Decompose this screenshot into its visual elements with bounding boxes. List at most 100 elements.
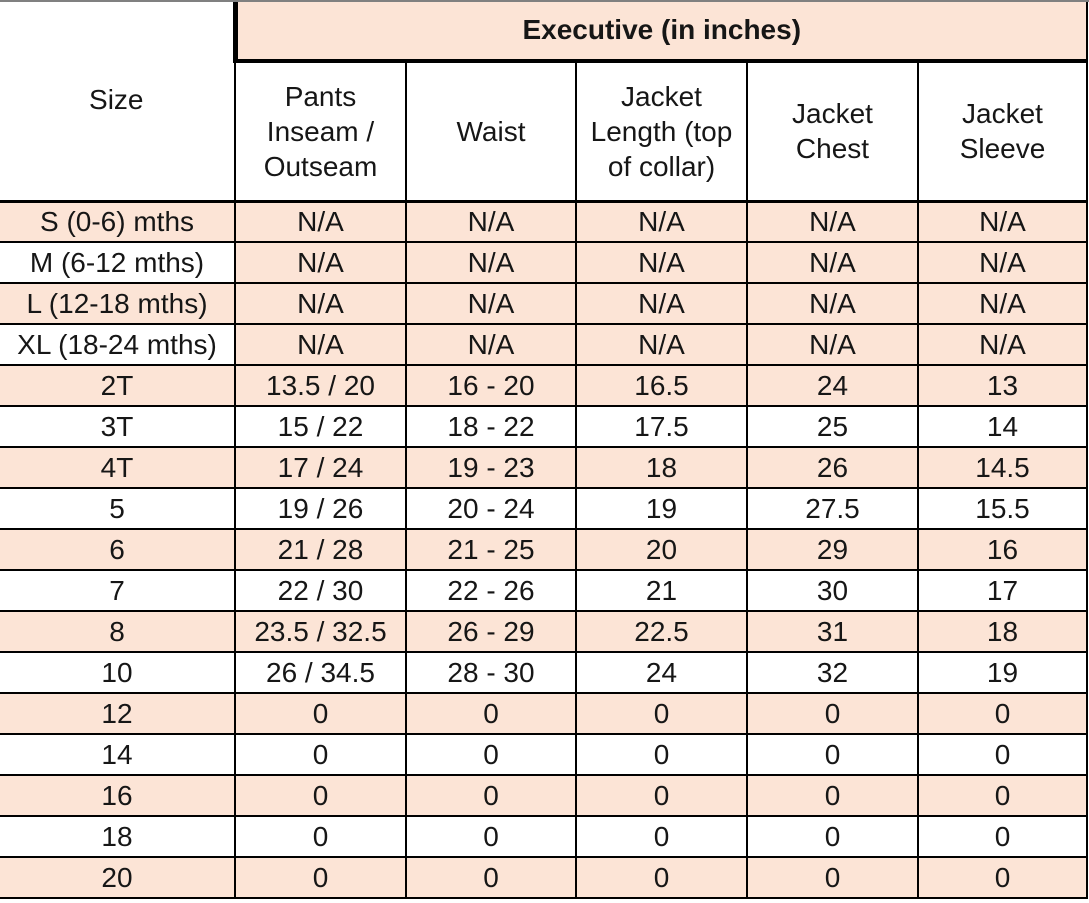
value-cell: 0	[575, 856, 748, 899]
value-cell: 14.5	[916, 446, 1089, 489]
size-cell: 5	[0, 487, 236, 530]
value-cell: N/A	[916, 241, 1089, 284]
value-cell: 19 - 23	[405, 446, 577, 489]
value-cell: 0	[746, 815, 919, 858]
table-row: 18 0 0 0 0 0	[0, 815, 1089, 858]
value-cell: N/A	[405, 323, 577, 366]
value-cell: 29	[746, 528, 919, 571]
value-cell: 26	[746, 446, 919, 489]
value-cell: 15.5	[916, 487, 1089, 530]
value-cell: 0	[746, 856, 919, 899]
value-cell: 0	[575, 774, 748, 817]
value-cell: 18	[916, 610, 1089, 653]
table-row: 7 22 / 30 22 - 26 21 30 17	[0, 569, 1089, 612]
table-header: Size Executive (in inches) Pants Inseam …	[0, 0, 1089, 203]
size-cell: 8	[0, 610, 236, 653]
value-cell: 0	[405, 856, 577, 899]
size-cell: S (0-6) mths	[0, 200, 236, 243]
size-cell: 7	[0, 569, 236, 612]
value-cell: 27.5	[746, 487, 919, 530]
value-cell: 24	[575, 651, 748, 694]
value-cell: N/A	[575, 200, 748, 243]
value-cell: 17 / 24	[234, 446, 407, 489]
size-cell: 2T	[0, 364, 236, 407]
value-cell: 20 - 24	[405, 487, 577, 530]
value-cell: 0	[916, 692, 1089, 735]
value-cell: 19	[916, 651, 1089, 694]
value-cell: 18	[575, 446, 748, 489]
value-cell: 21 - 25	[405, 528, 577, 571]
value-cell: 16.5	[575, 364, 748, 407]
value-cell: 19	[575, 487, 748, 530]
value-cell: 0	[234, 692, 407, 735]
value-cell: N/A	[234, 200, 407, 243]
value-cell: N/A	[234, 241, 407, 284]
column-header-jacket-length: Jacket Length (top of collar)	[575, 60, 748, 203]
value-cell: N/A	[746, 282, 919, 325]
value-cell: 22.5	[575, 610, 748, 653]
value-cell: N/A	[234, 323, 407, 366]
column-header-pants-inseam-outseam: Pants Inseam / Outseam	[234, 60, 407, 203]
screen-top-edge-line	[0, 0, 1089, 2]
value-cell: 26 - 29	[405, 610, 577, 653]
value-cell: N/A	[746, 241, 919, 284]
value-cell: N/A	[575, 323, 748, 366]
value-cell: 16 - 20	[405, 364, 577, 407]
table-row: XL (18-24 mths) N/A N/A N/A N/A N/A	[0, 323, 1089, 366]
value-cell: 0	[575, 692, 748, 735]
column-header-row: Pants Inseam / Outseam Waist Jacket Leng…	[0, 60, 1089, 203]
table-body: S (0-6) mths N/A N/A N/A N/A N/A M (6-12 mths)…	[0, 200, 1089, 899]
value-cell: 0	[916, 815, 1089, 858]
value-cell: 0	[746, 692, 919, 735]
value-cell: 17	[916, 569, 1089, 612]
size-cell: 12	[0, 692, 236, 735]
size-column-header: Size	[0, 0, 236, 203]
value-cell: 0	[405, 815, 577, 858]
value-cell: 15 / 22	[234, 405, 407, 448]
value-cell: 14	[916, 405, 1089, 448]
table-row: 20 0 0 0 0 0	[0, 856, 1089, 899]
size-cell: 6	[0, 528, 236, 571]
value-cell: 21 / 28	[234, 528, 407, 571]
size-cell: XL (18-24 mths)	[0, 323, 236, 366]
value-cell: 30	[746, 569, 919, 612]
value-cell: 13.5 / 20	[234, 364, 407, 407]
value-cell: 28 - 30	[405, 651, 577, 694]
value-cell: N/A	[405, 282, 577, 325]
value-cell: 0	[575, 815, 748, 858]
value-cell: 20	[575, 528, 748, 571]
value-cell: 0	[575, 733, 748, 776]
value-cell: 0	[234, 856, 407, 899]
value-cell: 16	[916, 528, 1089, 571]
size-cell: 4T	[0, 446, 236, 489]
table-row: 16 0 0 0 0 0	[0, 774, 1089, 817]
value-cell: N/A	[234, 282, 407, 325]
value-cell: 23.5 / 32.5	[234, 610, 407, 653]
size-cell: L (12-18 mths)	[0, 282, 236, 325]
value-cell: 0	[746, 733, 919, 776]
value-cell: 0	[916, 733, 1089, 776]
value-cell: 0	[234, 815, 407, 858]
value-cell: N/A	[916, 282, 1089, 325]
table-row: 3T 15 / 22 18 - 22 17.5 25 14	[0, 405, 1089, 448]
size-cell: 10	[0, 651, 236, 694]
value-cell: 0	[405, 733, 577, 776]
value-cell: N/A	[916, 323, 1089, 366]
value-cell: 21	[575, 569, 748, 612]
table-row: 12 0 0 0 0 0	[0, 692, 1089, 735]
size-cell: 3T	[0, 405, 236, 448]
table-row: M (6-12 mths) N/A N/A N/A N/A N/A	[0, 241, 1089, 284]
value-cell: 22 / 30	[234, 569, 407, 612]
value-cell: N/A	[405, 241, 577, 284]
value-cell: 22 - 26	[405, 569, 577, 612]
value-cell: 0	[234, 733, 407, 776]
value-cell: 25	[746, 405, 919, 448]
table-row: 4T 17 / 24 19 - 23 18 26 14.5	[0, 446, 1089, 489]
value-cell: N/A	[746, 323, 919, 366]
value-cell: 13	[916, 364, 1089, 407]
value-cell: 0	[405, 692, 577, 735]
value-cell: 24	[746, 364, 919, 407]
value-cell: 0	[916, 774, 1089, 817]
table-row: 8 23.5 / 32.5 26 - 29 22.5 31 18	[0, 610, 1089, 653]
